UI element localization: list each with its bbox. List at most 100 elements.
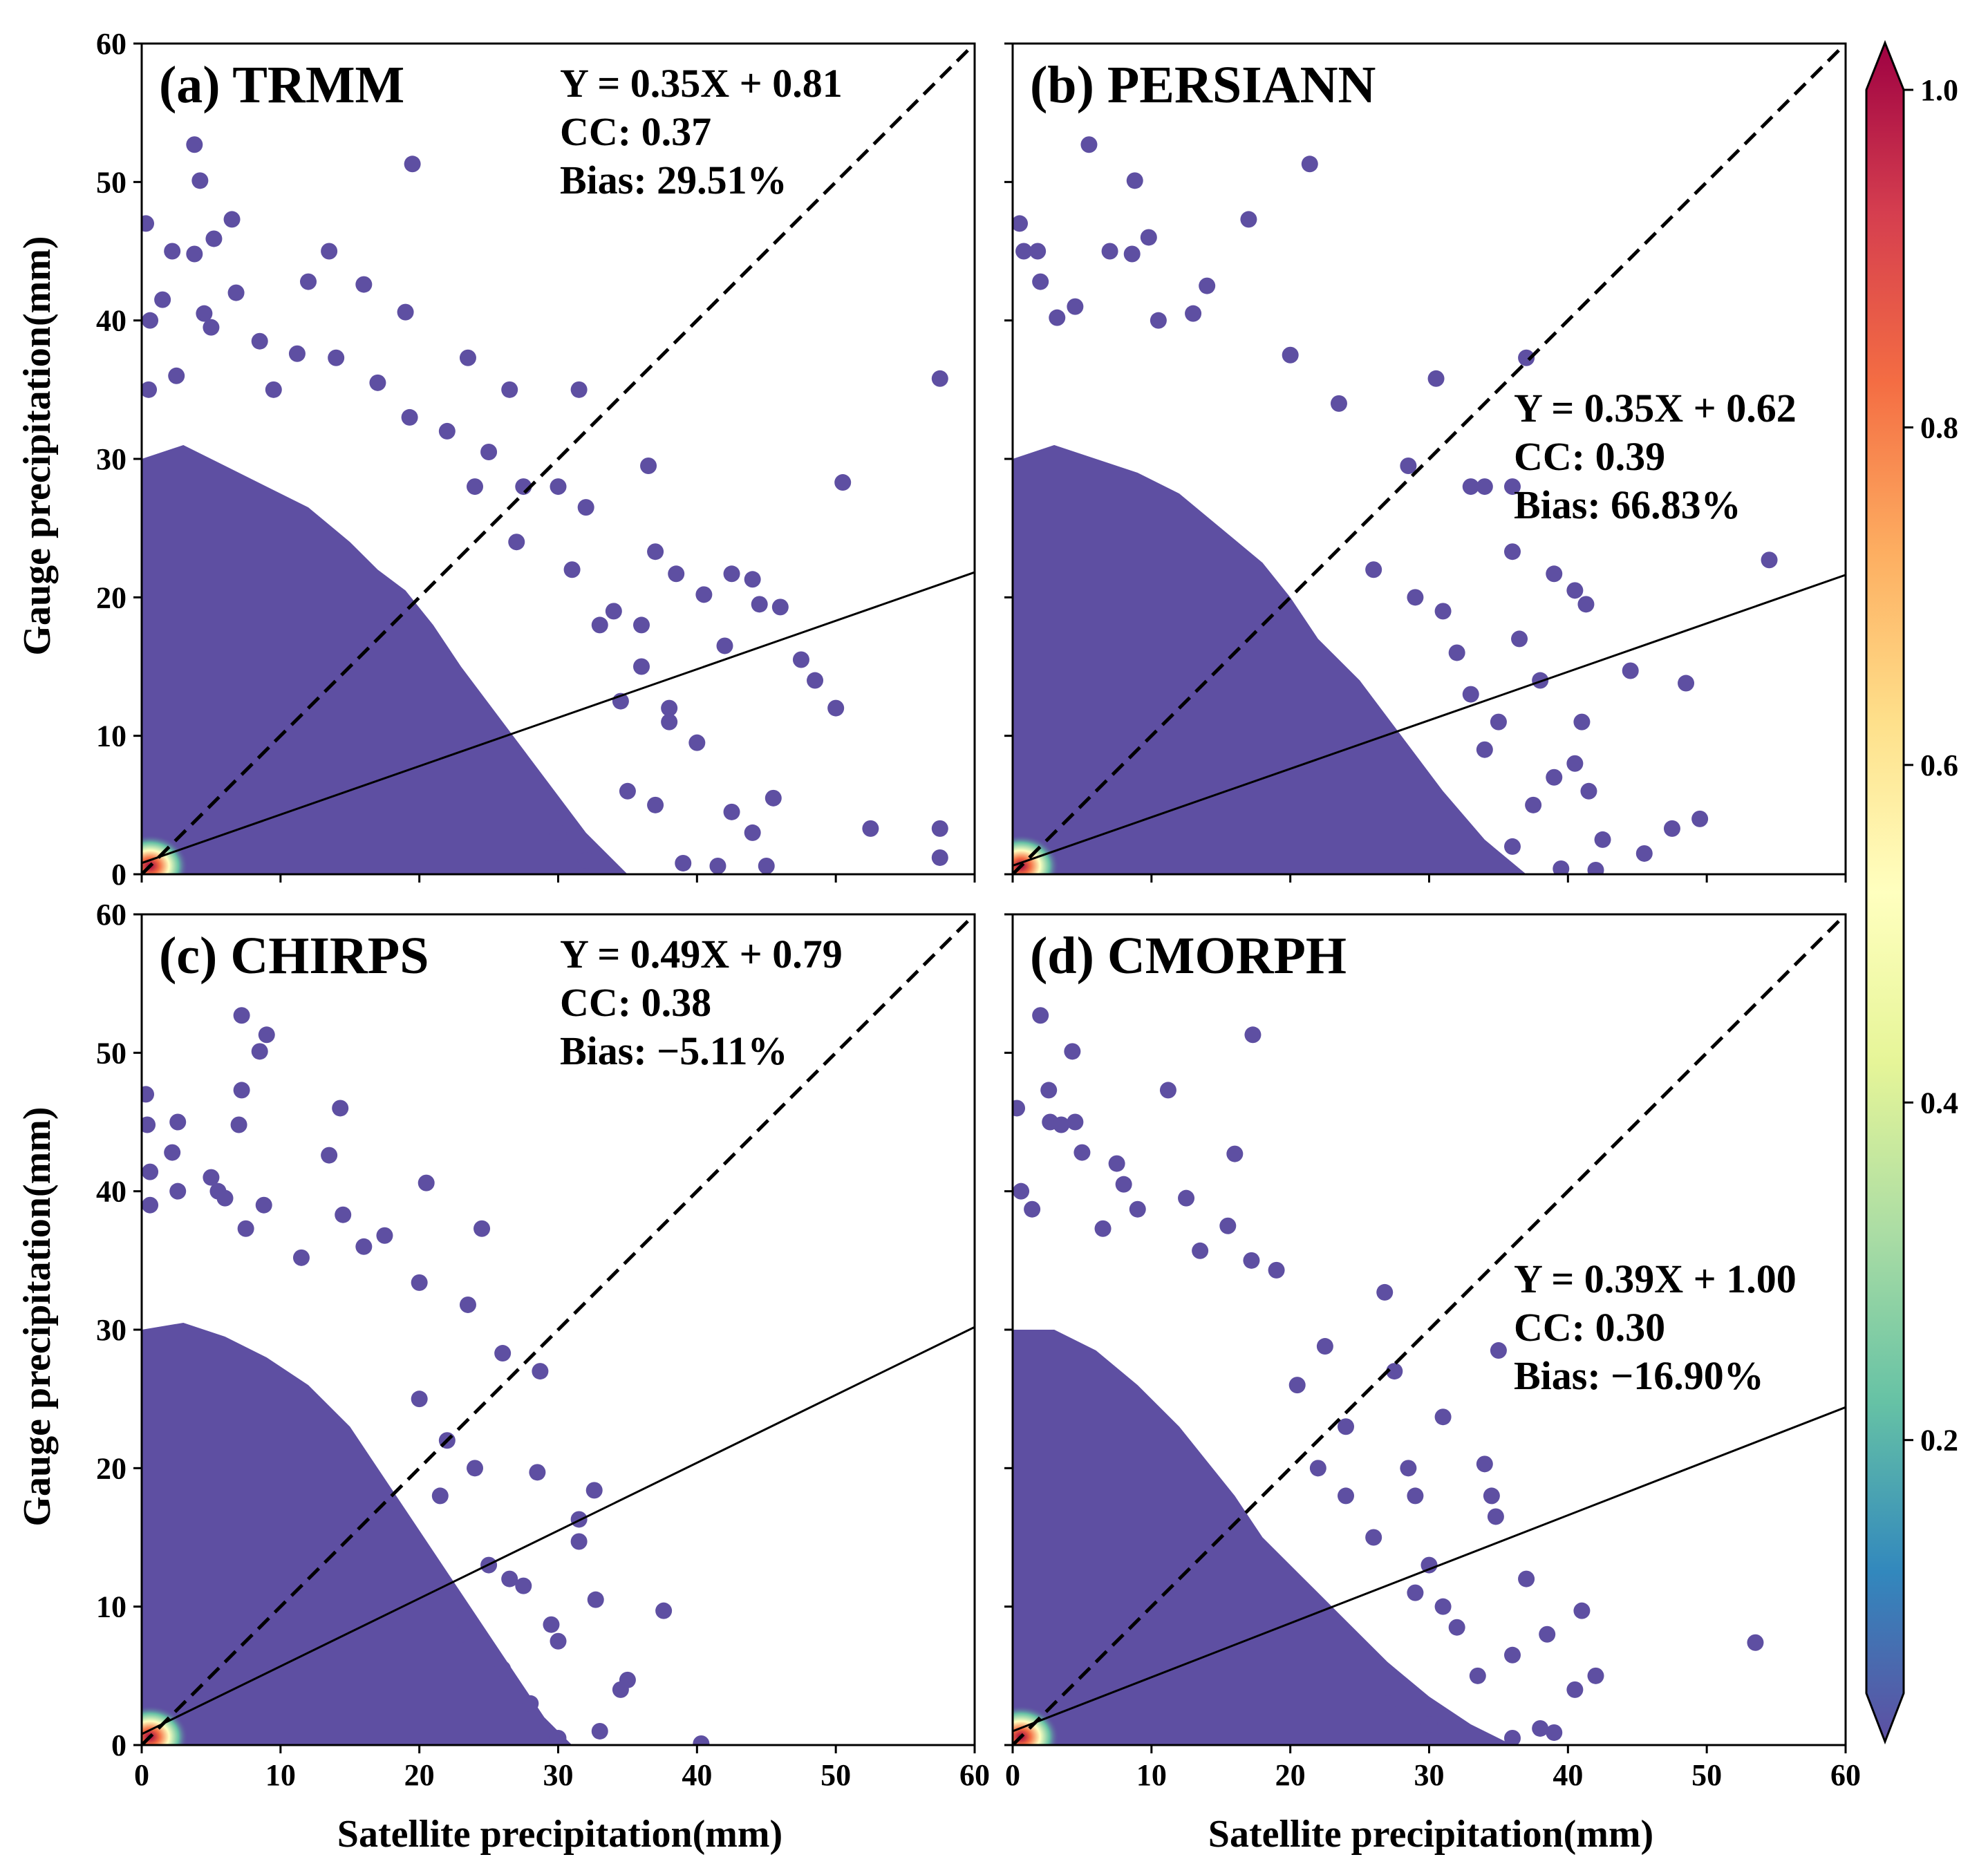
panel-c-cc: CC: 0.38 — [560, 980, 711, 1025]
plot-area — [142, 914, 975, 1745]
scatter-point — [1434, 1408, 1452, 1426]
regression-line — [142, 1326, 975, 1735]
scatter-point — [1490, 713, 1507, 731]
scatter-point — [1532, 1719, 1549, 1737]
scatter-point — [1587, 1667, 1604, 1684]
scatter-point — [1573, 1602, 1591, 1619]
scatter-point — [480, 443, 498, 460]
x-tick-label: 30 — [543, 1758, 574, 1792]
scatter-point — [1192, 1242, 1209, 1259]
scatter-density-bulk — [1013, 444, 1527, 874]
plot-area — [1013, 914, 1846, 1745]
scatter-point — [862, 820, 879, 837]
scatter-point — [258, 1026, 275, 1044]
scatter-density-bulk — [142, 1322, 572, 1745]
panel-c-bias: Bias: −5.11% — [560, 1028, 788, 1073]
scatter-point — [1073, 1144, 1091, 1161]
scatter-point — [230, 1116, 247, 1133]
y-tick-label: 20 — [96, 1451, 126, 1485]
scatter-point — [931, 820, 948, 837]
scatter-point — [168, 367, 185, 384]
scatter-point — [1678, 675, 1695, 692]
scatter-point — [1476, 741, 1493, 758]
scatter-point — [1691, 810, 1709, 827]
scatter-point — [1049, 309, 1066, 326]
scatter-point — [186, 136, 203, 153]
scatter-point — [577, 499, 594, 516]
colorbar-tick-label: 0.4 — [1920, 1086, 1958, 1120]
scatter-point — [255, 1196, 272, 1214]
scatter-point — [693, 1735, 710, 1745]
scatter-point — [467, 478, 483, 496]
scatter-point — [1365, 561, 1382, 578]
scatter-point — [154, 291, 171, 308]
scatter-point — [1219, 1217, 1237, 1234]
scatter-point — [1309, 1460, 1326, 1477]
scatter-point — [397, 303, 414, 321]
scatter-point — [1546, 1724, 1563, 1741]
scatter-point — [771, 599, 789, 616]
scatter-point — [1476, 1455, 1493, 1473]
scatter-point — [1511, 630, 1528, 648]
scatter-point — [661, 699, 678, 717]
panel-b: (b) PERSIANN Y = 0.35X + 0.62 CC: 0.39 B… — [1004, 42, 1847, 883]
scatter-point — [142, 1163, 159, 1180]
scatter-point — [1243, 1252, 1260, 1269]
plot-area — [142, 44, 975, 874]
scatter-point — [744, 571, 761, 588]
scatter-point — [1379, 1695, 1396, 1712]
scatter-point — [1635, 845, 1653, 862]
scatter-point — [467, 1460, 483, 1477]
panel-b-plot — [1004, 42, 1847, 883]
panel-a-equation: Y = 0.35X + 0.81 — [560, 61, 843, 106]
scatter-point — [570, 381, 588, 398]
scatter-point — [501, 381, 518, 398]
scatter-point — [1407, 589, 1424, 606]
scatter-point — [1504, 1729, 1521, 1745]
scatter-point — [223, 211, 241, 228]
scatter-point — [1301, 156, 1318, 173]
scatter-point — [203, 1169, 220, 1186]
x-tick-label: 40 — [682, 1758, 712, 1792]
scatter-point — [1434, 603, 1452, 620]
scatter-point — [1448, 644, 1465, 661]
scatter-point — [1553, 860, 1570, 874]
scatter-point — [1150, 312, 1167, 329]
scatter-point — [1400, 458, 1417, 475]
colorbar-tick-label: 0.2 — [1920, 1424, 1958, 1458]
scatter-point — [1518, 1570, 1535, 1587]
scatter-point — [1448, 1619, 1465, 1636]
colorbar-tick-label: 0.8 — [1920, 411, 1958, 444]
scatter-point — [418, 1174, 435, 1191]
scatter-point — [1226, 1145, 1244, 1162]
scatter-point — [640, 458, 657, 475]
scatter-point — [169, 1113, 187, 1131]
scatter-point — [1282, 346, 1299, 364]
scatter-point — [369, 374, 386, 391]
scatter-point — [1747, 1634, 1764, 1651]
scatter-point — [1115, 1176, 1132, 1193]
scatter-point — [1427, 370, 1445, 387]
x-tick-label: 30 — [1414, 1758, 1445, 1792]
panel-b-equation: Y = 0.35X + 0.62 — [1514, 386, 1797, 431]
y-tick-label: 60 — [96, 898, 126, 932]
scatter-point — [142, 1116, 156, 1133]
scatter-point — [438, 422, 456, 440]
y-tick-label: 10 — [96, 1590, 126, 1624]
scatter-point — [522, 1695, 539, 1712]
scatter-point — [1032, 273, 1049, 290]
scatter-point — [1338, 1487, 1354, 1505]
scatter-point — [1013, 1182, 1030, 1200]
scatter-point — [494, 1345, 512, 1362]
scatter-point — [142, 1196, 159, 1214]
panel-a-ylabel: Gauge precipitation(mm) — [16, 236, 59, 655]
panel-b-title: (b) PERSIANN — [1030, 56, 1376, 114]
scatter-point — [1420, 1715, 1438, 1733]
scatter-point — [1594, 831, 1611, 848]
scatter-point — [1015, 243, 1033, 260]
scatter-point — [508, 534, 525, 551]
y-tick-label: 50 — [96, 165, 126, 199]
x-tick-label: 40 — [1553, 1758, 1583, 1792]
scatter-point — [827, 699, 845, 717]
